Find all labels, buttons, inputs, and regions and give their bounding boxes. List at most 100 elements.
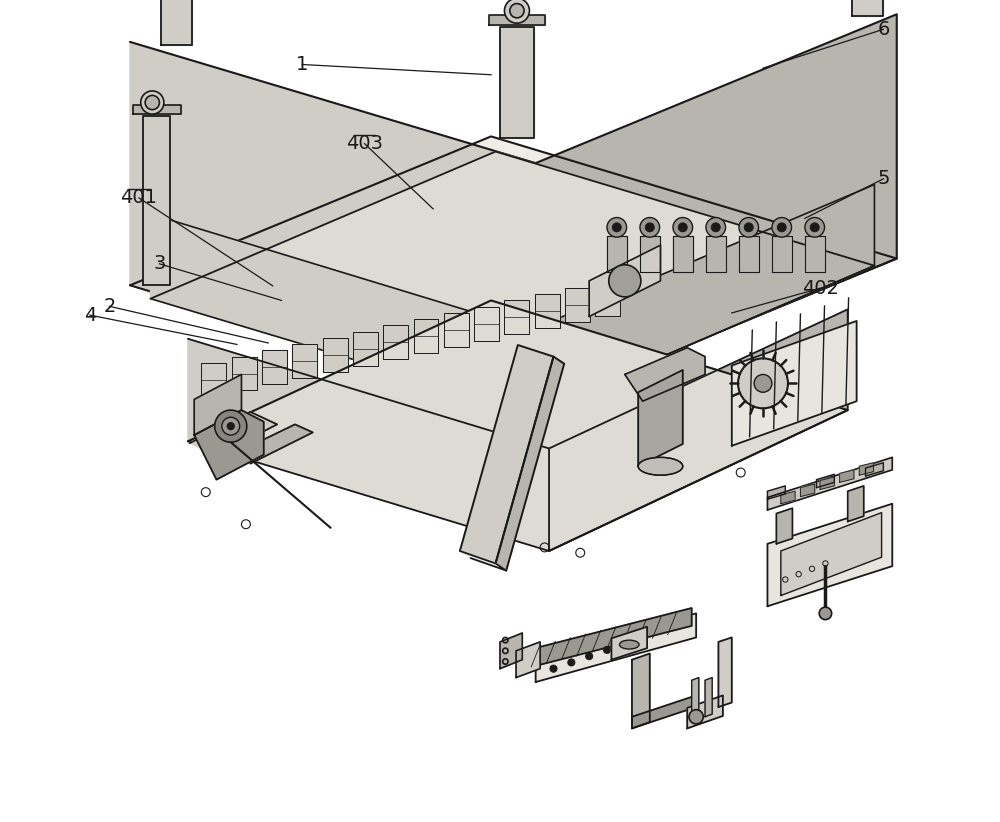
- Polygon shape: [323, 338, 348, 372]
- Polygon shape: [143, 116, 170, 285]
- Circle shape: [568, 659, 575, 666]
- Circle shape: [805, 218, 825, 238]
- Circle shape: [586, 653, 593, 660]
- Circle shape: [744, 223, 753, 232]
- Text: 401: 401: [120, 188, 157, 207]
- Polygon shape: [632, 695, 696, 728]
- Circle shape: [607, 218, 627, 238]
- Polygon shape: [232, 357, 257, 390]
- Polygon shape: [866, 463, 883, 476]
- Text: 6: 6: [877, 20, 890, 39]
- Polygon shape: [460, 551, 506, 570]
- Polygon shape: [130, 136, 897, 408]
- Circle shape: [222, 418, 240, 435]
- Polygon shape: [692, 677, 699, 717]
- Circle shape: [739, 218, 759, 238]
- Circle shape: [645, 223, 654, 232]
- Polygon shape: [781, 513, 882, 596]
- Circle shape: [777, 223, 786, 232]
- Polygon shape: [565, 288, 590, 322]
- Circle shape: [550, 665, 557, 672]
- Text: 4: 4: [84, 306, 96, 325]
- Polygon shape: [535, 294, 560, 328]
- Polygon shape: [518, 608, 692, 671]
- Circle shape: [810, 223, 819, 232]
- Polygon shape: [776, 508, 792, 544]
- Polygon shape: [767, 504, 892, 607]
- Polygon shape: [194, 410, 264, 480]
- Polygon shape: [852, 0, 883, 16]
- Polygon shape: [383, 326, 408, 359]
- Circle shape: [227, 423, 234, 430]
- Polygon shape: [705, 677, 712, 717]
- Polygon shape: [161, 0, 192, 44]
- Polygon shape: [549, 309, 848, 551]
- Polygon shape: [194, 375, 241, 435]
- Ellipse shape: [619, 640, 639, 649]
- Polygon shape: [151, 214, 531, 413]
- Circle shape: [612, 223, 621, 232]
- Polygon shape: [460, 345, 553, 563]
- Polygon shape: [292, 344, 317, 378]
- Circle shape: [510, 3, 524, 18]
- Circle shape: [711, 223, 720, 232]
- Ellipse shape: [638, 457, 683, 475]
- Polygon shape: [687, 695, 723, 728]
- Polygon shape: [262, 350, 287, 384]
- Circle shape: [609, 265, 641, 297]
- Polygon shape: [640, 236, 660, 272]
- Text: 402: 402: [802, 279, 839, 298]
- Polygon shape: [848, 486, 864, 521]
- Circle shape: [819, 607, 832, 620]
- Polygon shape: [536, 613, 696, 682]
- Polygon shape: [800, 484, 815, 496]
- Polygon shape: [500, 633, 522, 668]
- Polygon shape: [611, 626, 647, 660]
- Circle shape: [145, 95, 159, 109]
- Polygon shape: [531, 185, 874, 413]
- Text: 2: 2: [103, 297, 116, 316]
- Polygon shape: [805, 236, 825, 272]
- Polygon shape: [840, 470, 854, 483]
- Polygon shape: [130, 42, 536, 408]
- Polygon shape: [496, 357, 564, 570]
- Polygon shape: [233, 424, 313, 464]
- Polygon shape: [190, 412, 277, 455]
- Polygon shape: [732, 321, 857, 446]
- Circle shape: [639, 634, 646, 641]
- Polygon shape: [188, 339, 549, 551]
- Circle shape: [754, 375, 772, 392]
- Circle shape: [640, 218, 660, 238]
- Text: 403: 403: [346, 134, 383, 153]
- Circle shape: [678, 223, 687, 232]
- Circle shape: [706, 218, 726, 238]
- Polygon shape: [414, 319, 438, 353]
- Polygon shape: [638, 370, 683, 466]
- Polygon shape: [859, 463, 874, 475]
- Polygon shape: [589, 245, 660, 316]
- Polygon shape: [772, 236, 792, 272]
- Polygon shape: [673, 236, 693, 272]
- Circle shape: [772, 218, 792, 238]
- Polygon shape: [516, 642, 540, 677]
- Polygon shape: [201, 363, 226, 397]
- Polygon shape: [632, 653, 650, 728]
- Polygon shape: [820, 477, 834, 489]
- Polygon shape: [489, 15, 545, 25]
- Circle shape: [689, 709, 703, 724]
- Polygon shape: [188, 301, 848, 551]
- Polygon shape: [767, 486, 785, 499]
- Circle shape: [603, 646, 611, 653]
- Polygon shape: [353, 331, 378, 366]
- Polygon shape: [500, 27, 534, 138]
- Circle shape: [141, 91, 164, 114]
- Polygon shape: [607, 236, 627, 272]
- Polygon shape: [133, 105, 181, 114]
- Circle shape: [215, 410, 247, 442]
- Text: 5: 5: [877, 169, 890, 188]
- Text: 1: 1: [296, 55, 308, 74]
- Polygon shape: [474, 307, 499, 340]
- Text: 3: 3: [153, 254, 166, 274]
- Circle shape: [621, 640, 628, 647]
- Polygon shape: [781, 492, 795, 504]
